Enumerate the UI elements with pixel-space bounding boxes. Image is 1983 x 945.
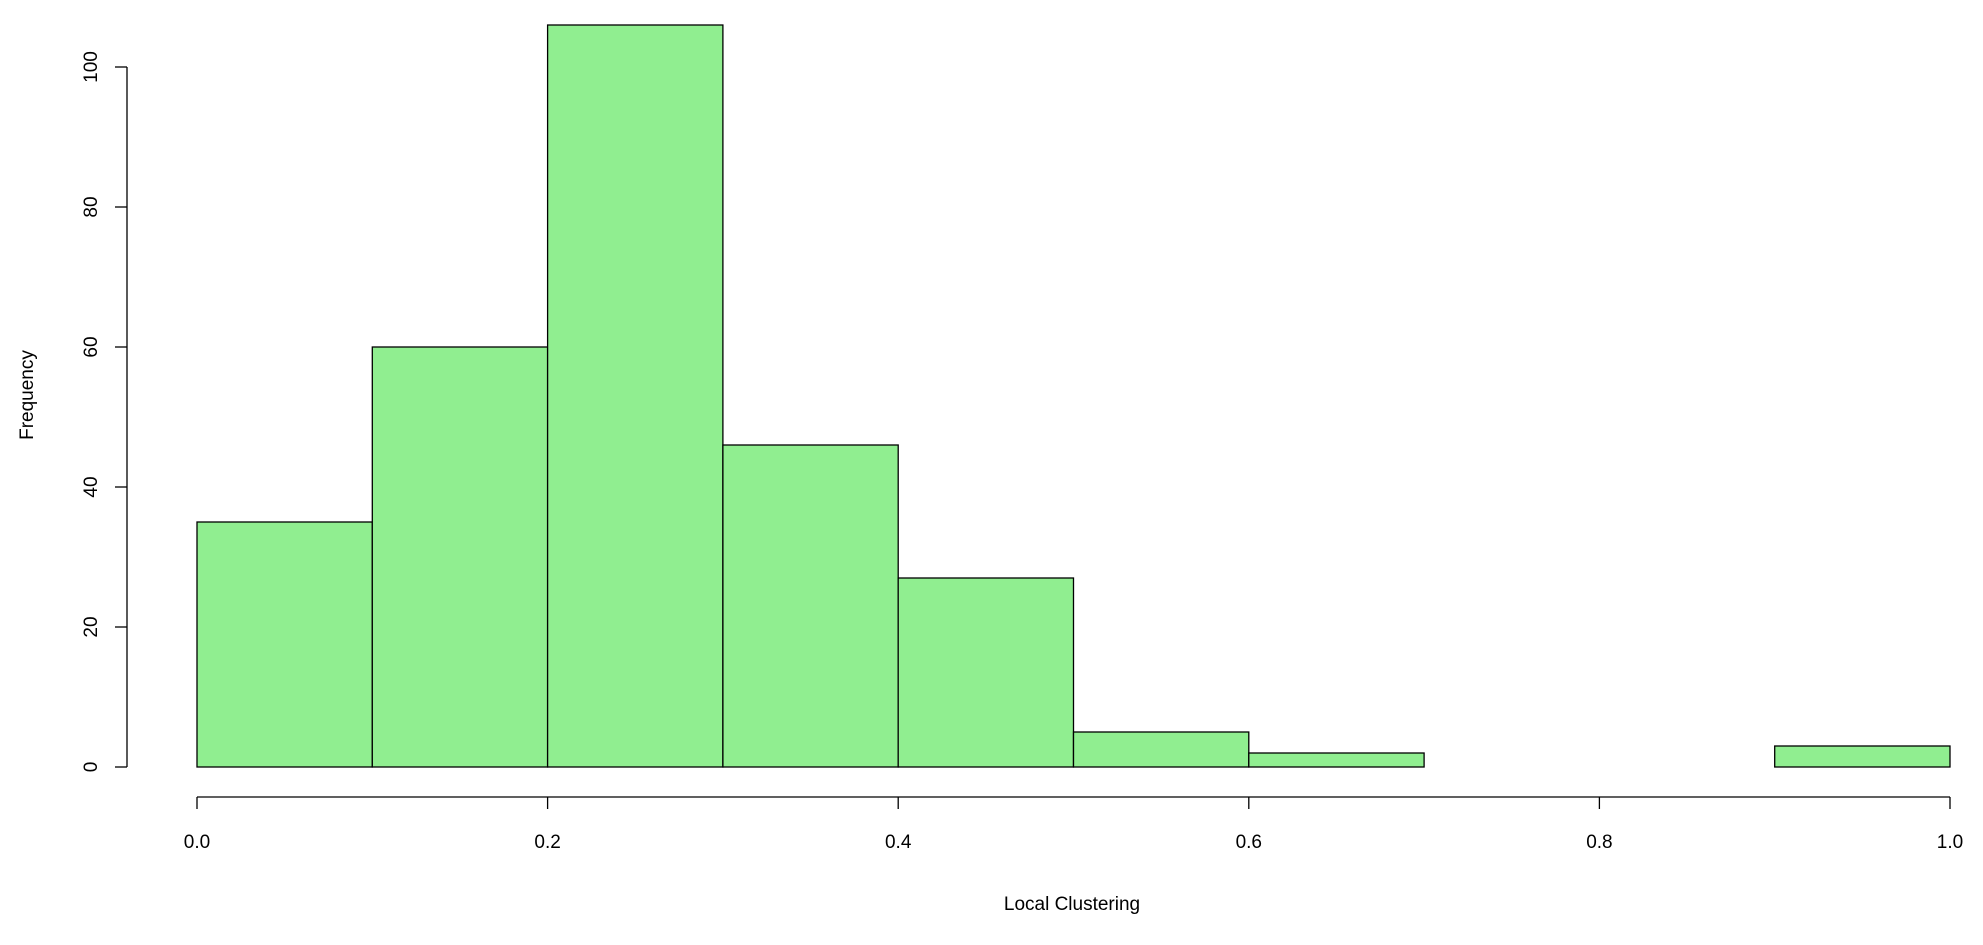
y-tick-label-3: 60 <box>81 336 102 357</box>
histogram-bar-4 <box>897 577 1075 768</box>
x-axis-title: Local Clustering <box>1004 894 1140 915</box>
histogram-bar-2 <box>546 24 724 768</box>
bars-layer <box>196 24 1951 768</box>
x-axis: 0.0 0.2 0.4 0.6 0.8 1.0 <box>184 796 1963 853</box>
x-tick-label-3: 0.6 <box>1236 832 1262 853</box>
y-axis-title: Frequency <box>17 350 38 440</box>
histogram-bar-0 <box>196 521 373 768</box>
y-tick-label-4: 80 <box>81 196 102 217</box>
x-tick-label-5: 1.0 <box>1937 832 1963 853</box>
histogram-bar-3 <box>722 444 899 768</box>
histogram-bar-5 <box>1072 731 1250 768</box>
y-tick-label-1: 20 <box>81 616 102 637</box>
x-tick-label-0: 0.0 <box>184 832 210 853</box>
y-axis: 0 20 40 60 80 100 <box>81 51 128 773</box>
histogram-bar-9 <box>1774 745 1951 768</box>
y-tick-label-0: 0 <box>81 762 102 773</box>
histogram-bar-6 <box>1248 752 1425 768</box>
histogram-bar-1 <box>371 346 549 768</box>
y-tick-label-5: 100 <box>81 51 102 83</box>
y-tick-label-2: 40 <box>81 476 102 497</box>
x-tick-label-1: 0.2 <box>534 832 560 853</box>
x-tick-label-2: 0.4 <box>885 832 912 853</box>
x-tick-label-4: 0.8 <box>1586 832 1612 853</box>
